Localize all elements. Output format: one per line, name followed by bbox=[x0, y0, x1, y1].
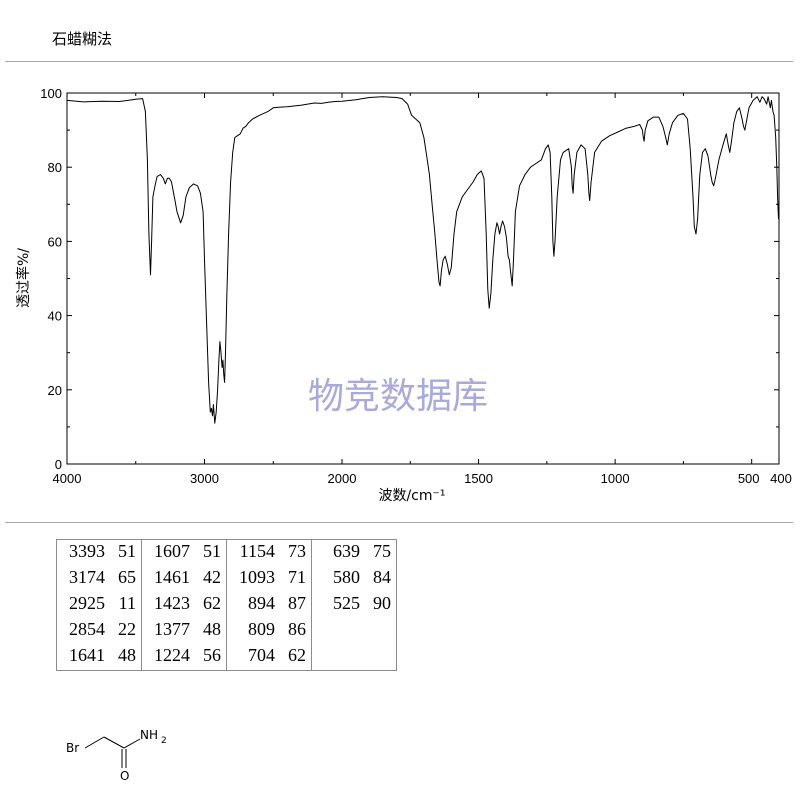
peak-transmittance: 71 bbox=[288, 567, 306, 587]
x-tick-label: 3000 bbox=[190, 471, 219, 486]
peak-wavenumber: 704 bbox=[248, 645, 275, 665]
peak-transmittance: 84 bbox=[373, 567, 391, 587]
atom-br-label: Br bbox=[66, 741, 79, 755]
ir-spectrum-chart: 物竞数据库 0 20 40 60 80 100 4000 3000 2000 1500 1000 500… bbox=[15, 86, 792, 504]
peak-table-row: 3393 51 1607 51 1154 73 639 75 bbox=[56, 539, 397, 566]
bond-c-c bbox=[103, 736, 125, 749]
peak-wavenumber: 894 bbox=[248, 593, 275, 613]
x-tick-label: 1000 bbox=[601, 471, 630, 486]
peak-wavenumber: 1377 bbox=[154, 619, 190, 639]
peak-table-cell: 1093 71 bbox=[226, 566, 312, 592]
y-tick-label: 20 bbox=[48, 383, 62, 398]
peak-wavenumber: 580 bbox=[333, 567, 360, 587]
atom-o-label: O bbox=[120, 769, 129, 783]
atom-nh-label: NH bbox=[140, 728, 158, 742]
peak-table-cell: 1224 56 bbox=[141, 644, 227, 671]
y-axis-label: 透过率%/ bbox=[15, 248, 32, 308]
molecular-structure: Br NH 2 O bbox=[66, 728, 167, 783]
peak-table-cell: 704 62 bbox=[226, 644, 312, 671]
peak-table-cell: 1154 73 bbox=[226, 539, 312, 566]
peak-wavenumber: 639 bbox=[333, 541, 360, 561]
peak-wavenumber: 809 bbox=[248, 619, 275, 639]
peak-transmittance: 48 bbox=[118, 645, 136, 665]
spectrum-line bbox=[66, 96, 779, 424]
bond-c-n bbox=[123, 738, 141, 749]
y-tick-label: 80 bbox=[48, 160, 62, 175]
x-tick-label: 400 bbox=[770, 471, 792, 486]
peak-wavenumber: 3174 bbox=[69, 567, 105, 587]
peak-wavenumber: 1607 bbox=[154, 541, 190, 561]
x-tick-label: 4000 bbox=[53, 471, 82, 486]
peak-table-cell: 2854 22 bbox=[56, 618, 142, 644]
peak-table-cell: 1461 42 bbox=[141, 566, 227, 592]
peak-wavenumber: 1641 bbox=[69, 645, 105, 665]
peak-wavenumber: 525 bbox=[333, 593, 360, 613]
top-divider bbox=[5, 61, 793, 62]
peak-table-cell: 1377 48 bbox=[141, 618, 227, 644]
peak-wavenumber: 2854 bbox=[69, 619, 105, 639]
peak-wavenumber: 1461 bbox=[154, 567, 190, 587]
peak-transmittance: 86 bbox=[288, 619, 306, 639]
peak-table-cell: 894 87 bbox=[226, 592, 312, 618]
peak-table: 3393 51 1607 51 1154 73 639 75 3174 65 1461 42 1093 7… bbox=[56, 539, 397, 671]
peak-table-cell bbox=[311, 644, 397, 671]
watermark-text: 物竞数据库 bbox=[308, 376, 488, 417]
peak-table-cell: 639 75 bbox=[311, 539, 397, 566]
peak-transmittance: 22 bbox=[118, 619, 136, 639]
peak-transmittance: 51 bbox=[203, 541, 221, 561]
x-axis-label: 波数/cm⁻¹ bbox=[378, 488, 445, 504]
peak-wavenumber: 1093 bbox=[239, 567, 275, 587]
peak-table-cell: 1607 51 bbox=[141, 539, 227, 566]
peak-table-cell bbox=[311, 618, 397, 644]
peak-table-cell: 1641 48 bbox=[56, 644, 142, 671]
x-tick-label: 500 bbox=[738, 471, 760, 486]
peak-transmittance: 48 bbox=[203, 619, 221, 639]
peak-table-cell: 525 90 bbox=[311, 592, 397, 618]
peak-wavenumber: 2925 bbox=[69, 593, 105, 613]
y-tick-label: 60 bbox=[48, 234, 62, 249]
peak-transmittance: 87 bbox=[288, 593, 306, 613]
peak-table-cell: 809 86 bbox=[226, 618, 312, 644]
peak-table-cell: 3393 51 bbox=[56, 539, 142, 566]
peak-transmittance: 73 bbox=[288, 541, 306, 561]
atom-h-subscript: 2 bbox=[161, 736, 167, 746]
peak-wavenumber: 1423 bbox=[154, 593, 190, 613]
peak-wavenumber: 1224 bbox=[154, 645, 190, 665]
peak-transmittance: 75 bbox=[373, 541, 391, 561]
bond-br-c bbox=[84, 736, 105, 749]
peak-table-row: 2925 11 1423 62 894 87 525 90 bbox=[56, 592, 397, 618]
x-tick-label: 1500 bbox=[464, 471, 493, 486]
peak-table-row: 1641 48 1224 56 704 62 bbox=[56, 644, 397, 671]
y-tick-label: 40 bbox=[48, 309, 62, 324]
y-tick-label: 0 bbox=[55, 457, 62, 472]
peak-transmittance: 51 bbox=[118, 541, 136, 561]
y-tick-label: 100 bbox=[40, 86, 62, 101]
peak-transmittance: 65 bbox=[118, 567, 136, 587]
peak-transmittance: 62 bbox=[203, 593, 221, 613]
peak-table-cell: 580 84 bbox=[311, 566, 397, 592]
peak-wavenumber: 1154 bbox=[239, 541, 275, 561]
peak-wavenumber: 3393 bbox=[69, 541, 105, 561]
peak-transmittance: 42 bbox=[203, 567, 221, 587]
peak-transmittance: 11 bbox=[118, 593, 136, 613]
method-label: 石蜡糊法 bbox=[52, 30, 113, 48]
peak-table-cell: 1423 62 bbox=[141, 592, 227, 618]
peak-transmittance: 90 bbox=[373, 593, 391, 613]
peak-table-cell: 3174 65 bbox=[56, 566, 142, 592]
peak-transmittance: 62 bbox=[288, 645, 306, 665]
peak-transmittance: 56 bbox=[203, 645, 221, 665]
x-tick-label: 2000 bbox=[328, 471, 357, 486]
middle-divider bbox=[5, 522, 793, 523]
peak-table-cell: 2925 11 bbox=[56, 592, 142, 618]
peak-table-row: 2854 22 1377 48 809 86 bbox=[56, 618, 397, 644]
peak-table-row: 3174 65 1461 42 1093 71 580 84 bbox=[56, 566, 397, 592]
